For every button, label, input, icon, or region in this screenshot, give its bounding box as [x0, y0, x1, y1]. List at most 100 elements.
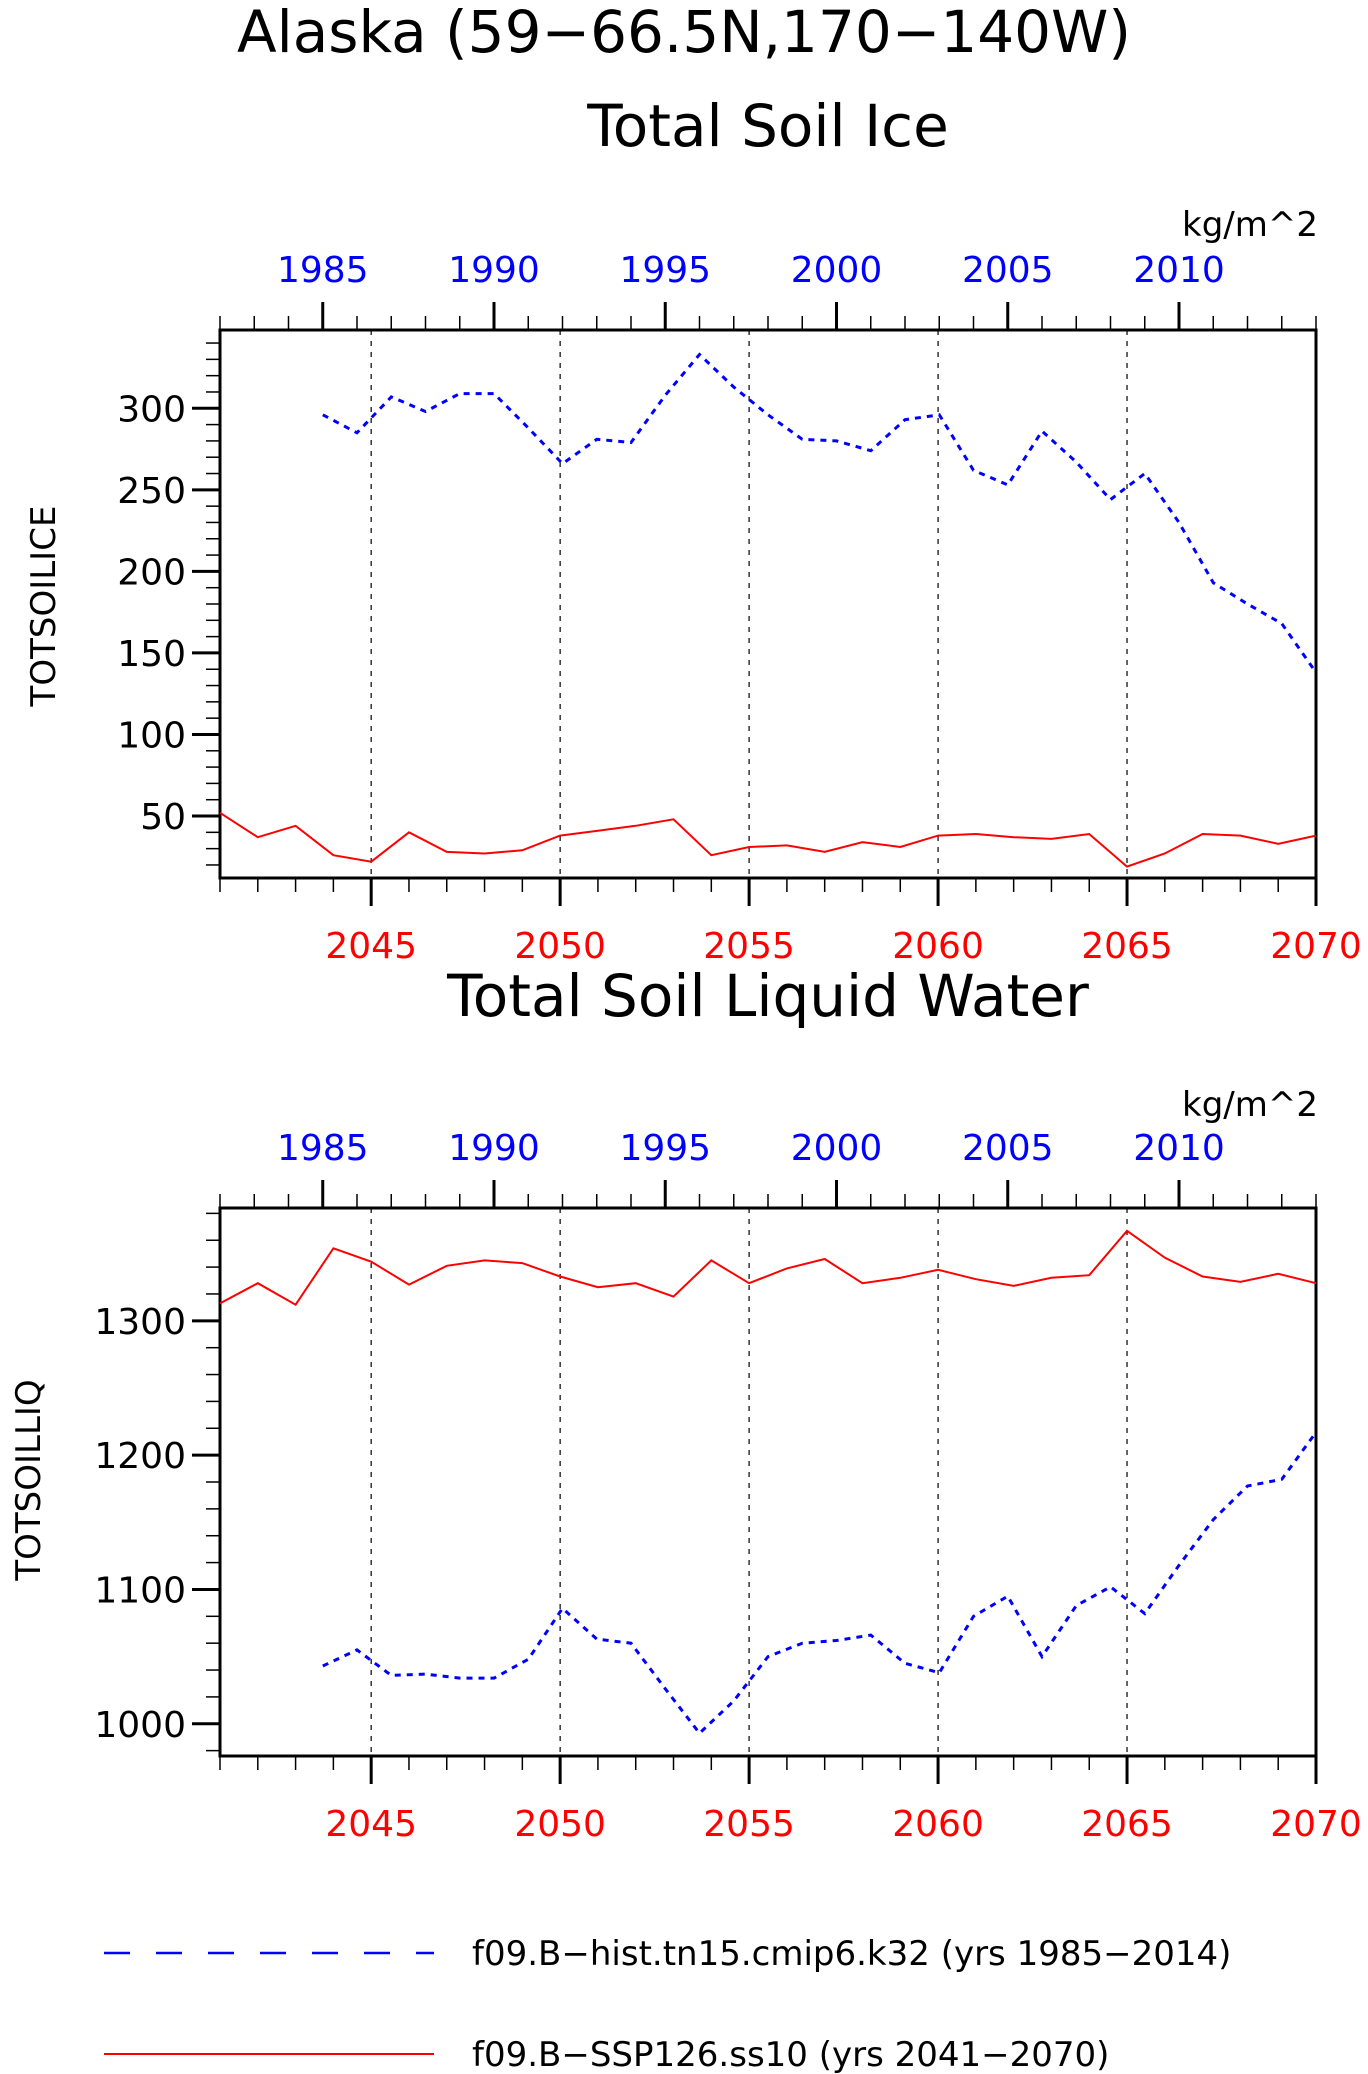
panel-total-soil-ice: Total Soil Ice kg/m^2 TOTSOILICE 2045 205…: [24, 92, 1362, 967]
data-point: [732, 1699, 735, 1702]
data-point: [869, 1634, 872, 1637]
legend-label-ssp: f09.B−SSP126.ss10 (yrs 2041−2070): [472, 2035, 1109, 2074]
data-point: [710, 1259, 713, 1262]
y-tick-label: 50: [140, 797, 186, 838]
data-point: [767, 413, 770, 416]
data-point: [458, 392, 461, 395]
y-tick-label: 200: [117, 552, 186, 593]
data-point: [710, 854, 713, 857]
y-tick-label: 1100: [94, 1570, 186, 1611]
data-point: [370, 860, 373, 863]
data-point: [493, 1677, 496, 1680]
data-point: [1277, 1272, 1280, 1275]
data-point: [1126, 1229, 1129, 1232]
data-point: [1088, 1274, 1091, 1277]
data-point: [861, 1282, 864, 1285]
data-point: [1201, 832, 1204, 835]
data-point: [1143, 1612, 1146, 1615]
x-tick-label-bottom: 2055: [703, 1804, 795, 1845]
data-point: [1012, 1284, 1015, 1287]
data-point: [483, 1259, 486, 1262]
data-point: [445, 1264, 448, 1267]
x-tick-label-top: 1985: [277, 250, 369, 291]
data-point: [390, 1674, 393, 1677]
data-point: [219, 811, 222, 814]
data-point: [1041, 430, 1044, 433]
data-point: [1315, 671, 1318, 674]
data-point: [974, 832, 977, 835]
y-axis-label: TOTSOILICE: [24, 506, 64, 708]
data-point: [1239, 834, 1242, 837]
legend-label-hist: f09.B−hist.tn15.cmip6.k32 (yrs 1985−2014…: [472, 1934, 1231, 1974]
data-point: [407, 831, 410, 834]
series-line-hist: [322, 352, 1318, 674]
data-point: [1050, 837, 1053, 840]
data-point: [869, 449, 872, 452]
y-tick-label: 250: [117, 471, 186, 512]
data-point: [370, 1260, 373, 1263]
x-tick-label-bottom: 2065: [1081, 926, 1173, 967]
data-point: [835, 1639, 838, 1642]
data-point: [527, 426, 530, 429]
data-point: [1277, 842, 1280, 845]
data-point: [785, 844, 788, 847]
data-point: [1315, 834, 1318, 837]
data-point: [1143, 472, 1146, 475]
x-tick-label-bottom: 2070: [1270, 1804, 1362, 1845]
x-tick-label-top: 1995: [619, 1128, 711, 1169]
data-point: [1041, 1655, 1044, 1658]
data-point: [595, 438, 598, 441]
data-point: [630, 1642, 633, 1645]
data-point: [424, 1673, 427, 1676]
data-point: [356, 1648, 359, 1651]
data-point: [294, 824, 297, 827]
data-point: [972, 469, 975, 472]
data-point: [904, 1662, 907, 1665]
data-point: [256, 836, 259, 839]
data-point: [1246, 603, 1249, 606]
data-point: [321, 413, 324, 416]
data-point: [938, 1671, 941, 1674]
data-point: [1109, 1585, 1112, 1588]
data-point: [823, 850, 826, 853]
series-line-hist: [322, 1431, 1318, 1736]
data-point: [630, 441, 633, 444]
data-point: [974, 1278, 977, 1281]
units-label: kg/m^2: [1182, 1085, 1318, 1125]
data-point: [732, 386, 735, 389]
x-tick-label-top: 2010: [1133, 1128, 1225, 1169]
series-line-ssp: [219, 811, 1317, 868]
series-line-ssp: [219, 1229, 1317, 1307]
data-point: [493, 392, 496, 395]
data-point: [835, 439, 838, 442]
x-tick-label-bottom: 2070: [1270, 926, 1362, 967]
data-point: [904, 418, 907, 421]
data-point: [1201, 1275, 1204, 1278]
x-tick-label-bottom: 2050: [514, 1804, 606, 1845]
panel-total-soil-liquid-water: Total Soil Liquid Water kg/m^2 TOTSOILLI…: [9, 962, 1362, 1845]
data-point: [899, 846, 902, 849]
x-tick-label-top: 1990: [448, 1128, 540, 1169]
figure-title: Alaska (59−66.5N,170−140W): [237, 0, 1131, 66]
data-point: [1315, 1282, 1318, 1285]
x-tick-label-top: 2005: [962, 250, 1054, 291]
x-tick-label-bottom: 2060: [892, 1804, 984, 1845]
data-point: [356, 431, 359, 434]
data-point: [1239, 1280, 1242, 1283]
data-point: [559, 834, 562, 837]
data-point: [332, 854, 335, 857]
data-point: [672, 818, 675, 821]
data-point: [801, 1642, 804, 1645]
y-tick-label: 300: [117, 389, 186, 430]
x-tick-label-top: 2005: [962, 1128, 1054, 1169]
data-point: [1212, 581, 1215, 584]
data-point: [1075, 461, 1078, 464]
data-point: [767, 1655, 770, 1658]
data-point: [1280, 1478, 1283, 1481]
data-point: [634, 1282, 637, 1285]
data-point: [698, 1732, 701, 1735]
data-point: [219, 1302, 222, 1305]
data-point: [1109, 498, 1112, 501]
x-tick-label-top: 2000: [791, 1128, 883, 1169]
data-point: [1006, 483, 1009, 486]
